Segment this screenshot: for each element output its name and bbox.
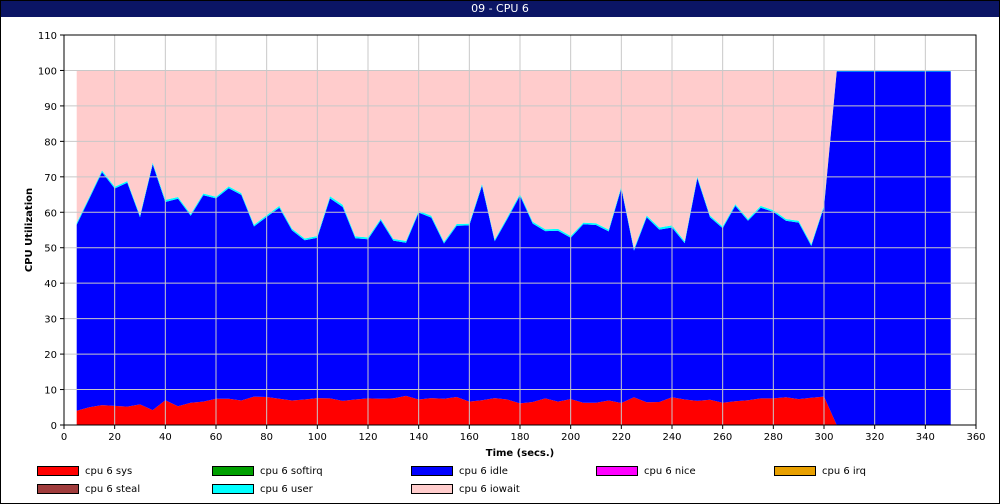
x-tick-label: 80 [260, 432, 273, 443]
y-axis-label: CPU Utilization [24, 188, 35, 272]
window-title: 09 - CPU 6 [1, 1, 999, 17]
y-tick-label: 80 [44, 137, 57, 148]
legend-item-cpu-6-steal: cpu 6 steal [37, 484, 140, 496]
x-tick-label: 360 [966, 432, 985, 443]
x-tick-label: 180 [510, 432, 529, 443]
chart-legend: cpu 6 sys cpu 6 softirq cpu 6 idle cpu 6 ni… [0, 462, 1000, 504]
x-tick-label: 220 [612, 432, 631, 443]
legend-swatch [411, 466, 453, 476]
legend-item-cpu-6-softirq: cpu 6 softirq [212, 466, 323, 478]
legend-swatch [37, 466, 79, 476]
y-tick-label: 40 [44, 279, 57, 290]
y-tick-label: 60 [44, 208, 57, 219]
legend-swatch [774, 466, 816, 476]
y-tick-label: 10 [44, 386, 57, 397]
y-tick-label: 100 [38, 66, 57, 77]
legend-item-cpu-6-idle: cpu 6 idle [411, 466, 508, 478]
x-tick-label: 200 [561, 432, 580, 443]
legend-item-cpu-6-irq: cpu 6 irq [774, 466, 866, 478]
x-tick-label: 40 [159, 432, 172, 443]
x-tick-label: 140 [409, 432, 428, 443]
x-tick-label: 120 [358, 432, 377, 443]
legend-swatch [37, 484, 79, 494]
legend-swatch [596, 466, 638, 476]
legend-label: cpu 6 user [260, 484, 313, 495]
y-tick-label: 110 [38, 31, 57, 42]
y-tick-label: 70 [44, 173, 57, 184]
legend-item-cpu-6-user: cpu 6 user [212, 484, 313, 496]
x-tick-label: 280 [764, 432, 783, 443]
x-tick-label: 60 [210, 432, 223, 443]
series-area-cpu-6-sys [76, 395, 951, 425]
legend-label: cpu 6 steal [85, 484, 141, 495]
legend-label: cpu 6 sys [85, 466, 133, 477]
legend-label: cpu 6 iowait [459, 484, 520, 495]
x-tick-label: 300 [814, 432, 833, 443]
cpu-utilization-chart: 0 20 40 60 80 100 120 140 160 180 200 220 240 260 280 3… [24, 31, 986, 459]
legend-label: cpu 6 nice [644, 466, 696, 477]
legend-label: cpu 6 irq [822, 466, 866, 477]
grid-lines [64, 35, 976, 425]
x-tick-label: 340 [916, 432, 935, 443]
x-tick-label: 260 [713, 432, 732, 443]
y-tick-label: 50 [44, 244, 57, 255]
y-axis-ticks: 0 10 20 30 40 50 60 70 80 90 100 110 [38, 31, 64, 432]
x-tick-label: 100 [308, 432, 327, 443]
y-tick-label: 90 [44, 102, 57, 113]
series-areas [76, 70, 951, 425]
legend-item-cpu-6-sys: cpu 6 sys [37, 466, 132, 478]
legend-swatch [212, 466, 254, 476]
legend-label: cpu 6 idle [459, 466, 508, 477]
y-tick-label: 0 [51, 421, 57, 432]
x-tick-label: 320 [865, 432, 884, 443]
x-tick-label: 160 [460, 432, 479, 443]
y-tick-label: 20 [44, 350, 57, 361]
y-tick-label: 30 [44, 315, 57, 326]
legend-item-cpu-6-iowait: cpu 6 iowait [411, 484, 520, 496]
legend-item-cpu-6-nice: cpu 6 nice [596, 466, 696, 478]
legend-swatch [212, 484, 254, 494]
series-area-cpu-6-idle [76, 71, 951, 425]
x-tick-label: 20 [108, 432, 121, 443]
x-axis-label: Time (secs.) [486, 448, 555, 459]
legend-swatch [411, 484, 453, 494]
series-area-cpu-6-iowait [76, 70, 951, 249]
x-axis-ticks: 0 20 40 60 80 100 120 140 160 180 200 220 240 260 280 3… [61, 425, 986, 443]
legend-label: cpu 6 softirq [260, 466, 323, 477]
x-tick-label: 240 [662, 432, 681, 443]
x-tick-label: 0 [61, 432, 67, 443]
